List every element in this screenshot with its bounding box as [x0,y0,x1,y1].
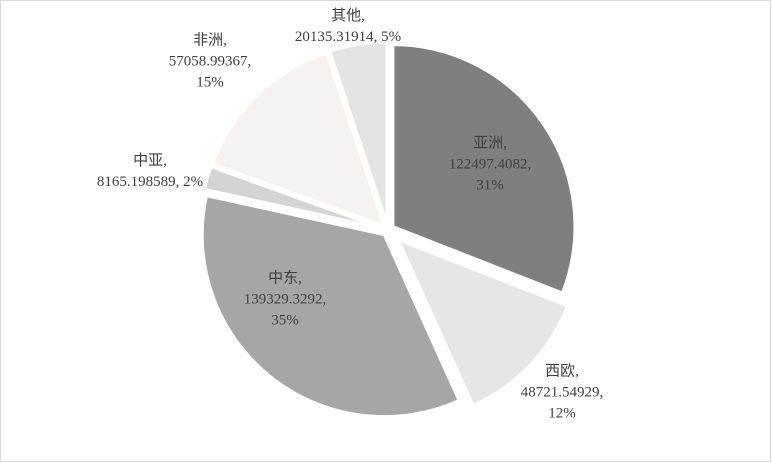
data-label: 20135.31914, 5% [295,29,401,45]
data-label: 西欧, [545,362,579,379]
data-label: 57058.99367, [169,53,252,69]
pie-slice [202,164,383,230]
data-label: 122497.4082, [449,156,532,172]
data-label: 35% [271,312,299,328]
data-label: 非洲, [193,31,227,48]
data-label: 48721.54929, [521,384,604,400]
pie-slice [210,51,387,229]
pie-slice [200,193,462,419]
data-label: 亚洲, [473,135,507,151]
data-label: 其他, [331,7,365,24]
pie-slice [327,40,389,225]
data-label: 中东, [268,269,302,286]
data-label: 15% [196,74,224,90]
data-label: 139329.3292, [244,291,327,307]
pie-slice [395,236,570,408]
data-label: 中亚, [133,152,167,169]
data-label: 8165.198589, 2% [97,174,203,190]
data-label: 31% [476,177,504,193]
data-label: 12% [548,405,576,421]
pie-slice [391,43,577,295]
